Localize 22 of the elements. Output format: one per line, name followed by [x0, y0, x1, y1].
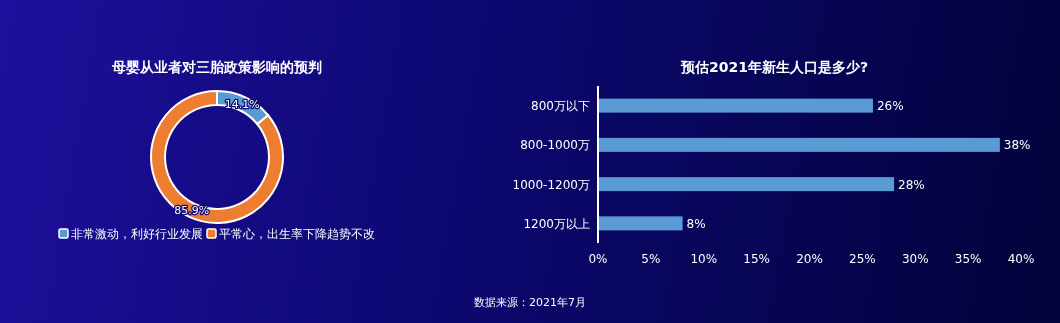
y-tick-label: 800万以下	[531, 99, 590, 114]
x-tick-label: 10%	[690, 252, 718, 266]
x-tick-label: 20%	[796, 252, 823, 266]
x-tick-label: 35%	[954, 252, 982, 266]
chart-title: 预估2021年新生人口是多少?	[679, 59, 869, 75]
x-tick-label: 30%	[901, 252, 929, 266]
legend-label: 非常激动，利好行业发展	[71, 227, 203, 241]
x-tick-label: 15%	[743, 252, 770, 266]
source-note: 数据来源：2021年7月	[474, 296, 586, 309]
y-tick-label: 800-1000万	[520, 138, 590, 153]
data-label: 28%	[898, 177, 925, 192]
data-label: 8%	[686, 216, 706, 231]
x-tick-label: 0%	[588, 252, 608, 266]
y-tick-label: 1000-1200万	[512, 177, 590, 192]
data-label: 38%	[1003, 138, 1031, 153]
legend-label: 平常心，出生率下降趋势不改	[219, 227, 375, 241]
data-label: 26%	[876, 99, 904, 114]
x-tick-label: 40%	[1007, 252, 1035, 266]
y-tick-label: 1200万以上	[523, 216, 590, 231]
x-tick-label: 5%	[641, 252, 661, 266]
x-tick-label: 25%	[849, 252, 876, 266]
chart-title: 母婴从业者对三胎政策影响的预判	[111, 59, 322, 75]
